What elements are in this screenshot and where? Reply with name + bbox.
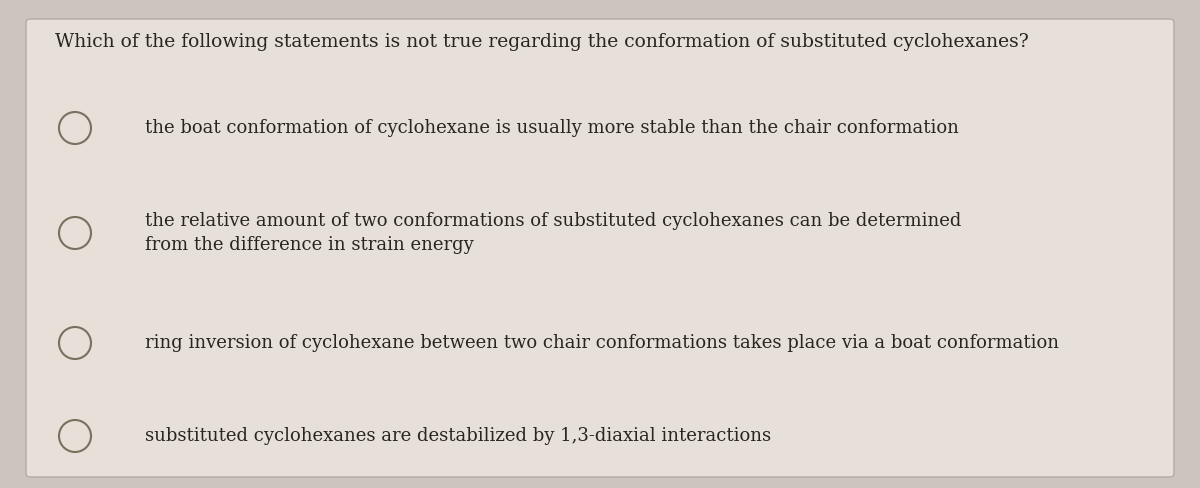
Text: the relative amount of two conformations of substituted cyclohexanes can be dete: the relative amount of two conformations… — [145, 211, 961, 255]
Text: the boat conformation of cyclohexane is usually more stable than the chair confo: the boat conformation of cyclohexane is … — [145, 119, 959, 137]
Text: ring inversion of cyclohexane between two chair conformations takes place via a : ring inversion of cyclohexane between tw… — [145, 334, 1060, 352]
FancyBboxPatch shape — [26, 19, 1174, 477]
Text: Which of the following statements is not true regarding the conformation of subs: Which of the following statements is not… — [55, 33, 1028, 51]
Text: substituted cyclohexanes are destabilized by 1,3-diaxial interactions: substituted cyclohexanes are destabilize… — [145, 427, 772, 445]
